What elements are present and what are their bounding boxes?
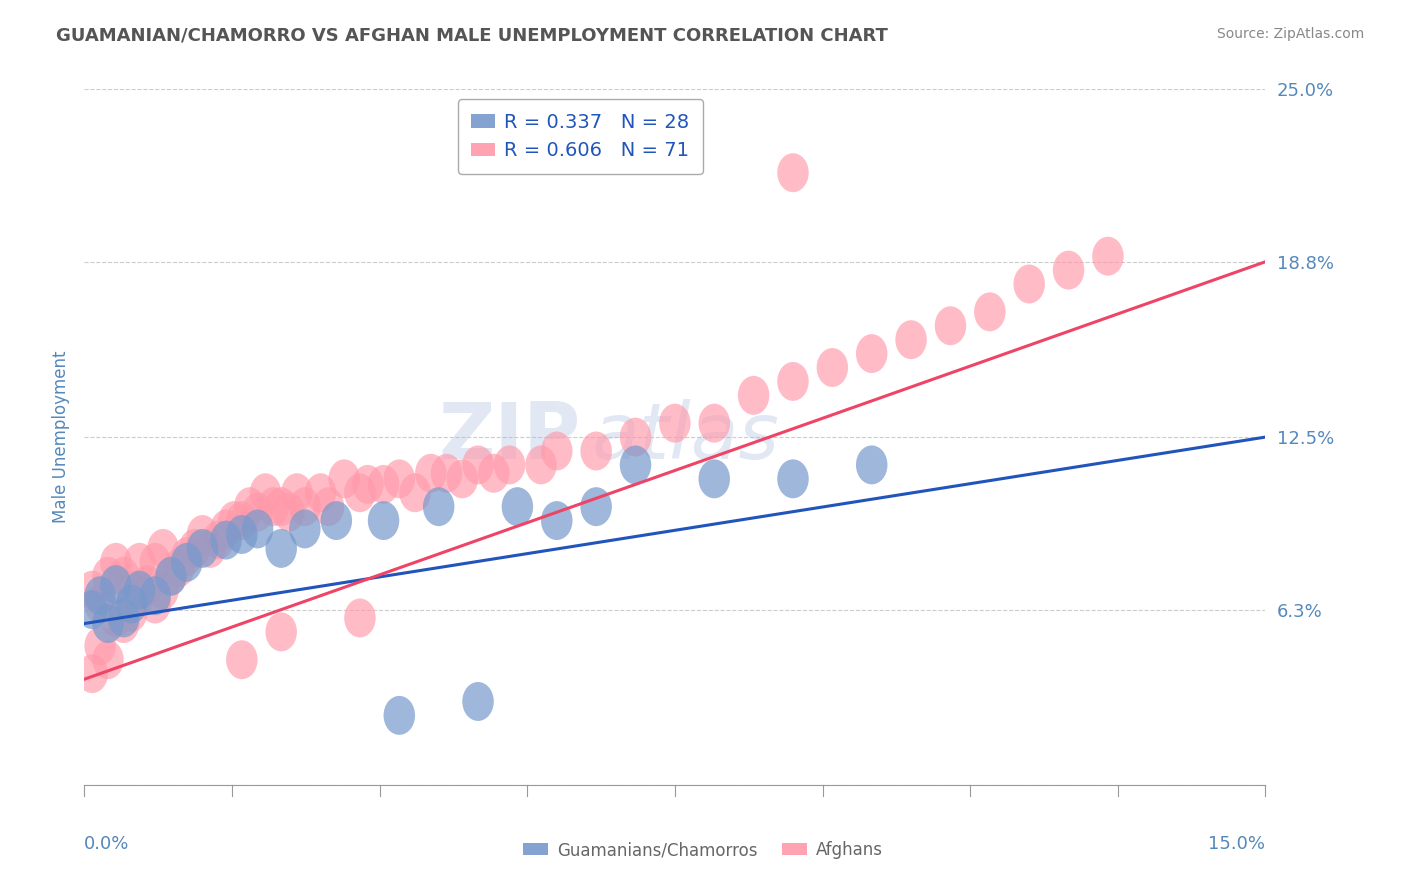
Text: GUAMANIAN/CHAMORRO VS AFGHAN MALE UNEMPLOYMENT CORRELATION CHART: GUAMANIAN/CHAMORRO VS AFGHAN MALE UNEMPL… [56, 27, 889, 45]
Text: Source: ZipAtlas.com: Source: ZipAtlas.com [1216, 27, 1364, 41]
Text: ZIP: ZIP [439, 399, 581, 475]
Text: 15.0%: 15.0% [1208, 835, 1265, 853]
Text: atlas: atlas [592, 399, 780, 475]
Legend: R = 0.337   N = 28, R = 0.606   N = 71: R = 0.337 N = 28, R = 0.606 N = 71 [458, 99, 703, 174]
Text: 0.0%: 0.0% [84, 835, 129, 853]
Legend: Guamanians/Chamorros, Afghans: Guamanians/Chamorros, Afghans [517, 835, 889, 866]
Y-axis label: Male Unemployment: Male Unemployment [52, 351, 70, 524]
